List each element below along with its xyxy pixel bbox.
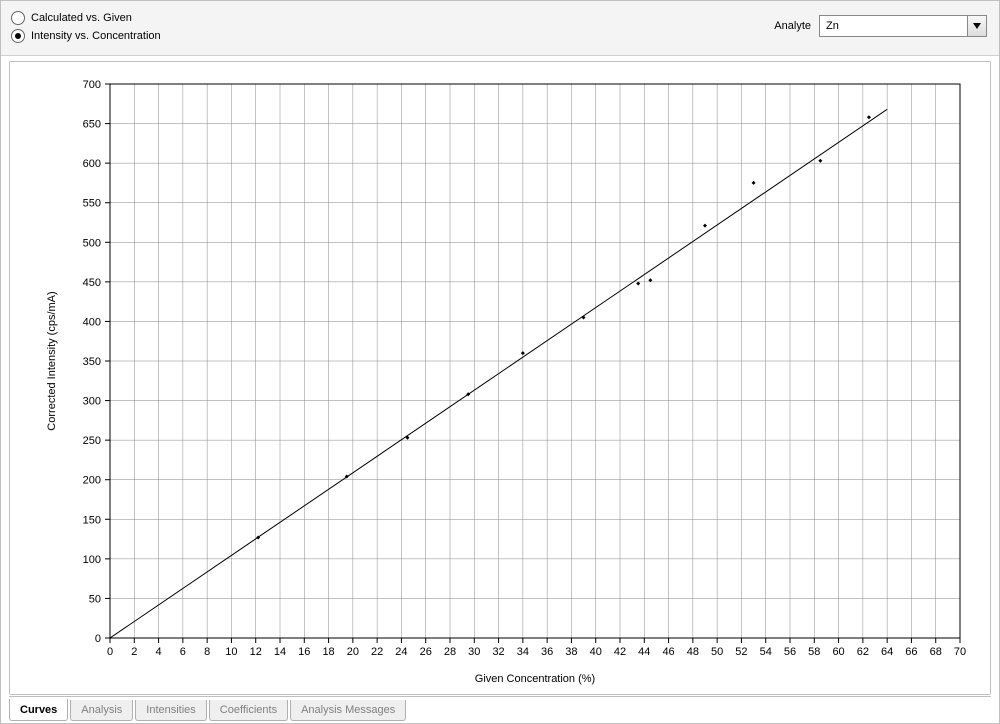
svg-text:16: 16	[298, 646, 310, 658]
svg-text:42: 42	[614, 646, 626, 658]
svg-text:60: 60	[832, 646, 844, 658]
svg-text:30: 30	[468, 646, 480, 658]
svg-text:8: 8	[204, 646, 210, 658]
svg-text:Corrected Intensity (cps/mA): Corrected Intensity (cps/mA)	[46, 291, 58, 430]
svg-text:700: 700	[83, 79, 101, 91]
tab-analysis-messages[interactable]: Analysis Messages	[290, 700, 406, 721]
svg-text:14: 14	[274, 646, 286, 658]
svg-text:68: 68	[930, 646, 942, 658]
svg-text:34: 34	[517, 646, 529, 658]
analyte-label: Analyte	[774, 20, 811, 32]
svg-text:48: 48	[687, 646, 699, 658]
svg-text:12: 12	[250, 646, 262, 658]
svg-text:56: 56	[784, 646, 796, 658]
svg-text:600: 600	[83, 158, 101, 170]
radio-intensity-vs-concentration[interactable]: Intensity vs. Concentration	[11, 27, 161, 45]
radio-label: Calculated vs. Given	[31, 12, 132, 24]
svg-text:0: 0	[95, 633, 101, 645]
svg-text:0: 0	[107, 646, 113, 658]
svg-text:450: 450	[83, 277, 101, 289]
chevron-down-icon	[967, 16, 986, 36]
svg-text:62: 62	[857, 646, 869, 658]
analyte-value: Zn	[826, 20, 839, 32]
calibration-chart: 0246810121416182022242628303234363840424…	[10, 62, 990, 694]
tab-intensities[interactable]: Intensities	[135, 700, 207, 721]
svg-text:200: 200	[83, 475, 101, 487]
bottom-tabstrip: CurvesAnalysisIntensitiesCoefficientsAna…	[9, 696, 991, 721]
analyte-dropdown[interactable]: Zn	[819, 15, 987, 37]
top-toolbar: Calculated vs. Given Intensity vs. Conce…	[1, 1, 999, 56]
svg-text:250: 250	[83, 435, 101, 447]
app-window: Calculated vs. Given Intensity vs. Conce…	[0, 0, 1000, 724]
svg-text:4: 4	[156, 646, 162, 658]
svg-text:50: 50	[711, 646, 723, 658]
radio-calculated-vs-given[interactable]: Calculated vs. Given	[11, 9, 161, 27]
chart-mode-radio-group: Calculated vs. Given Intensity vs. Conce…	[11, 9, 161, 45]
svg-text:100: 100	[83, 554, 101, 566]
svg-text:44: 44	[638, 646, 650, 658]
svg-text:36: 36	[541, 646, 553, 658]
svg-text:70: 70	[954, 646, 966, 658]
svg-text:58: 58	[808, 646, 820, 658]
svg-text:28: 28	[444, 646, 456, 658]
svg-text:Given Concentration (%): Given Concentration (%)	[475, 673, 595, 685]
svg-text:38: 38	[565, 646, 577, 658]
svg-text:550: 550	[83, 198, 101, 210]
svg-text:46: 46	[662, 646, 674, 658]
radio-label: Intensity vs. Concentration	[31, 30, 161, 42]
svg-text:18: 18	[322, 646, 334, 658]
svg-text:24: 24	[395, 646, 407, 658]
svg-text:54: 54	[760, 646, 772, 658]
svg-text:350: 350	[83, 356, 101, 368]
svg-text:50: 50	[89, 593, 101, 605]
svg-text:26: 26	[420, 646, 432, 658]
tab-analysis[interactable]: Analysis	[70, 700, 133, 721]
svg-text:2: 2	[131, 646, 137, 658]
svg-text:66: 66	[905, 646, 917, 658]
radio-dot-icon	[11, 11, 25, 25]
svg-text:22: 22	[371, 646, 383, 658]
svg-text:400: 400	[83, 316, 101, 328]
svg-text:52: 52	[735, 646, 747, 658]
svg-text:64: 64	[881, 646, 893, 658]
svg-text:150: 150	[83, 514, 101, 526]
radio-dot-icon	[11, 29, 25, 43]
analyte-selector: Analyte Zn	[774, 15, 987, 37]
svg-text:300: 300	[83, 396, 101, 408]
svg-text:40: 40	[590, 646, 602, 658]
svg-text:20: 20	[347, 646, 359, 658]
tab-curves[interactable]: Curves	[9, 699, 68, 721]
svg-text:500: 500	[83, 237, 101, 249]
svg-text:10: 10	[225, 646, 237, 658]
svg-text:650: 650	[83, 119, 101, 131]
chart-panel: 0246810121416182022242628303234363840424…	[9, 61, 991, 695]
svg-text:6: 6	[180, 646, 186, 658]
svg-text:32: 32	[492, 646, 504, 658]
tab-coefficients[interactable]: Coefficients	[209, 700, 288, 721]
